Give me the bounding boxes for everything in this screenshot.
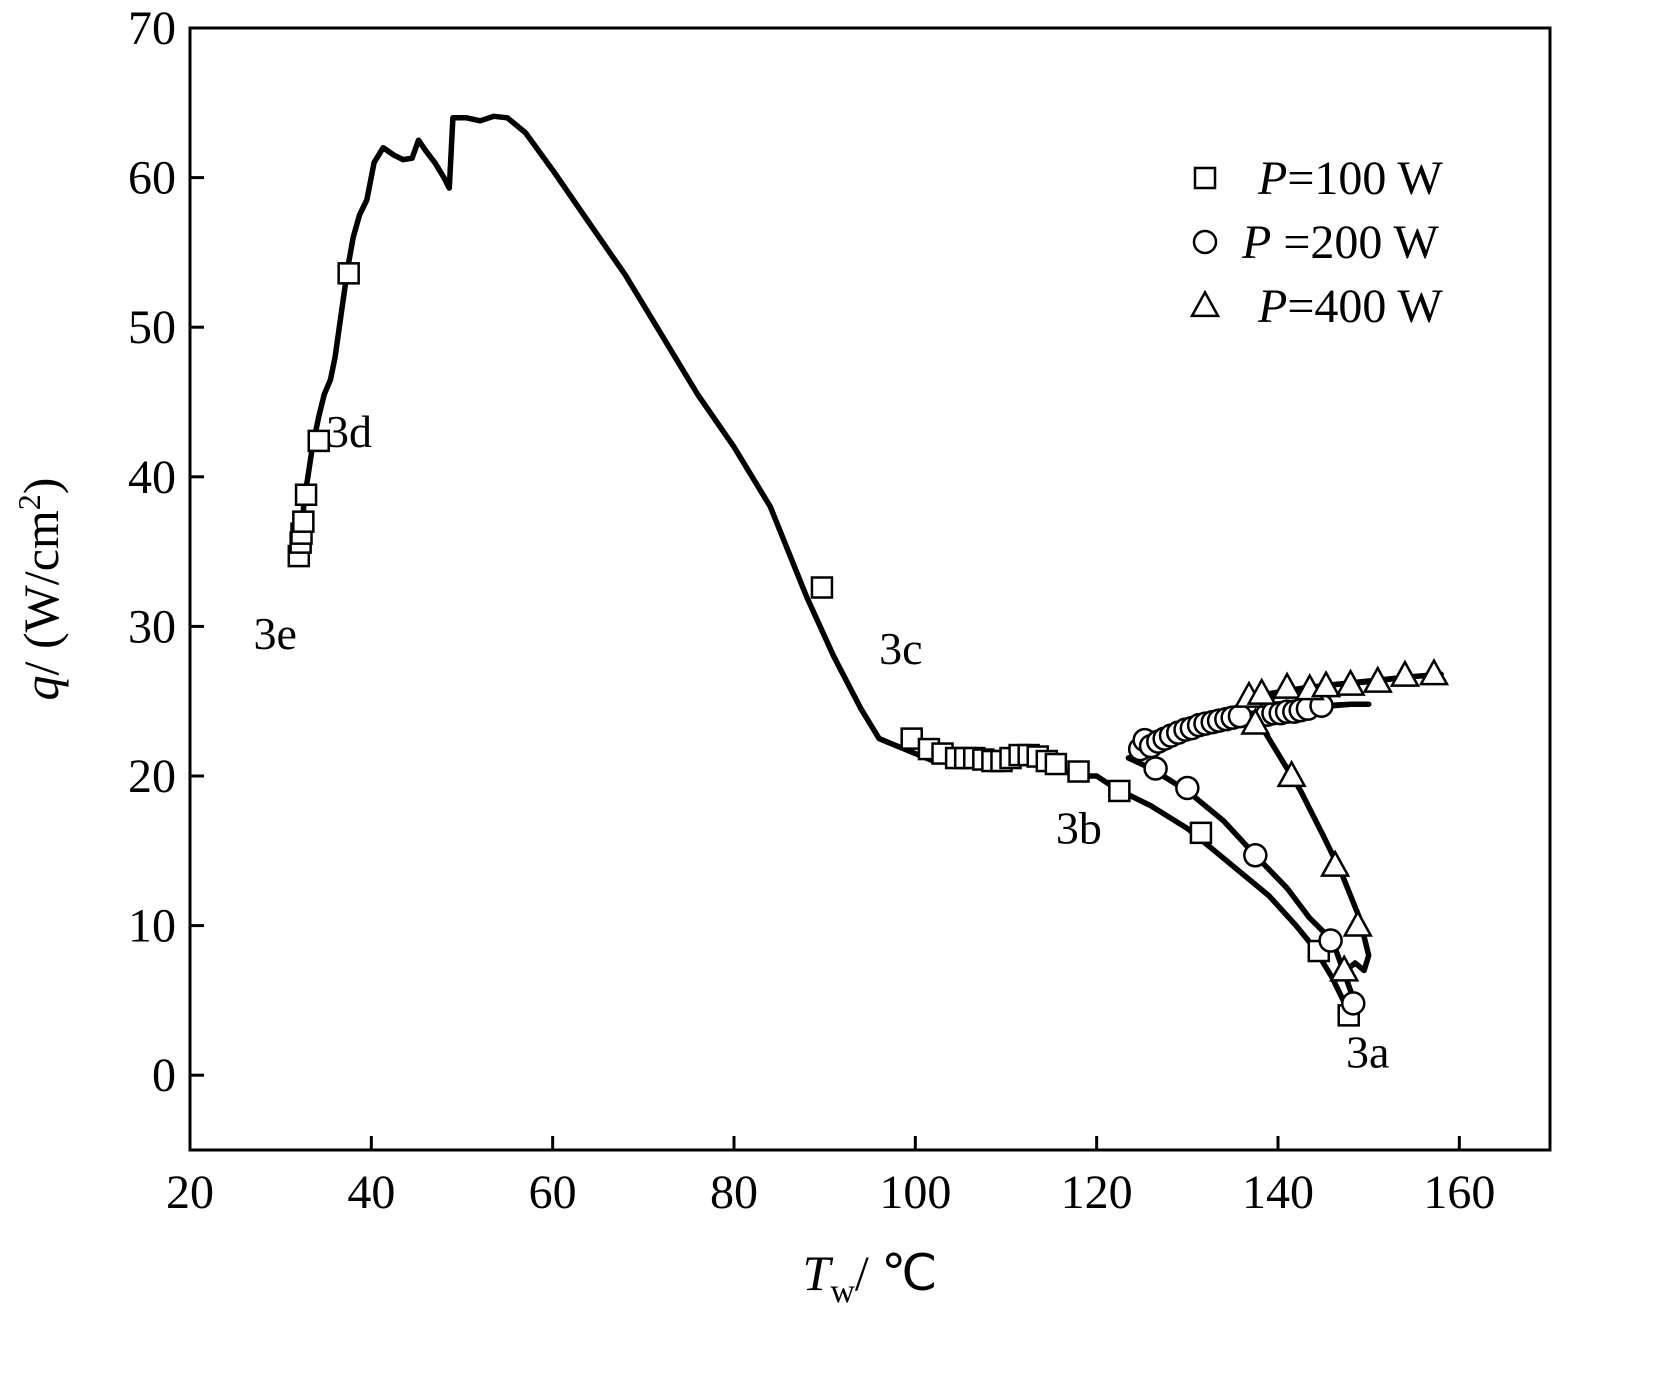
y-tick-label: 50	[128, 301, 176, 354]
series-markers	[287, 262, 1450, 1027]
legend-square-icon	[1193, 166, 1217, 190]
legend-item-200w: P =200 W	[1192, 216, 1440, 269]
legend: P=100 W P =200 W P=400 W	[1189, 152, 1444, 333]
y-tick-label: 10	[128, 900, 176, 953]
x-axis-subscript: w	[830, 1273, 855, 1310]
legend-item-100w: P=100 W	[1193, 152, 1444, 205]
y-axis-ticks: 0 10 20 30 40 50 60 70	[128, 2, 204, 1102]
data-point-square	[1108, 779, 1131, 803]
annotation-label: 3d	[326, 406, 372, 457]
data-point-circle	[1243, 843, 1268, 868]
x-tick-label: 160	[1423, 1166, 1495, 1219]
data-point-triangle	[1418, 658, 1450, 686]
data-point-circle	[1175, 775, 1200, 801]
x-axis-unit: / ℃	[855, 1245, 938, 1301]
y-axis-title: q/ (W/cm2)	[11, 478, 69, 701]
data-point-circle	[1341, 991, 1366, 1016]
y-tick-label: 40	[128, 451, 176, 504]
legend-marker-square	[1193, 166, 1217, 190]
data-point-square	[1067, 760, 1090, 783]
x-tick-label: 60	[529, 1166, 577, 1219]
data-point-triangle	[1320, 849, 1351, 877]
y-axis-unit: / (W/cm	[13, 510, 69, 675]
y-tick-label: 20	[128, 750, 176, 803]
data-point-square	[307, 429, 330, 453]
data-point-circle	[1318, 928, 1343, 953]
data-point-square	[1189, 821, 1213, 845]
y-tick-label: 0	[152, 1049, 176, 1102]
data-point-circle	[1143, 756, 1168, 781]
y-axis-superscript: 2	[11, 494, 47, 510]
x-axis-symbol: T	[803, 1245, 834, 1301]
x-tick-label: 120	[1061, 1166, 1133, 1219]
y-axis-close: )	[13, 478, 69, 495]
legend-label-200w: P =200 W	[1241, 216, 1440, 269]
data-point-triangle	[1335, 668, 1366, 696]
annotation-label: 3e	[253, 608, 296, 659]
annotation-label: 3a	[1346, 1027, 1389, 1078]
data-point-triangle	[1329, 954, 1360, 982]
data-point-square	[337, 262, 360, 285]
legend-circle-icon	[1192, 229, 1218, 255]
x-tick-label: 40	[347, 1166, 395, 1219]
data-point-triangle	[1389, 659, 1421, 687]
x-tick-label: 20	[166, 1166, 214, 1219]
data-point-square	[810, 576, 834, 599]
y-tick-label: 30	[128, 600, 176, 653]
data-point-triangle	[1362, 665, 1393, 693]
x-tick-label: 80	[710, 1166, 758, 1219]
data-point-triangle	[1271, 671, 1303, 699]
data-point-triangle	[1276, 759, 1307, 788]
y-tick-label: 60	[128, 152, 176, 205]
y-axis-symbol: q	[13, 675, 69, 700]
data-point-square	[1044, 752, 1068, 776]
x-axis-title: Tw/ ℃	[803, 1245, 938, 1310]
x-axis-ticks: 20 40 60 80 100 120 140 160	[166, 1136, 1495, 1219]
y-tick-label: 70	[128, 2, 176, 55]
data-point-triangle	[1240, 707, 1271, 735]
legend-marker-triangle	[1189, 289, 1221, 318]
plot-frame	[188, 26, 1552, 1152]
data-point-triangle	[1342, 909, 1373, 937]
data-point-triangle	[1246, 677, 1277, 705]
data-point-triangle	[1310, 670, 1342, 698]
annotation-label: 3b	[1056, 802, 1102, 853]
legend-marker-circle	[1192, 229, 1218, 255]
x-tick-label: 140	[1242, 1166, 1314, 1219]
legend-item-400w: P=400 W	[1189, 280, 1444, 333]
annotations: 3a 3b 3c 3d 3e	[253, 406, 1389, 1078]
legend-label-100w: P=100 W	[1257, 152, 1444, 205]
series-line	[296, 113, 1354, 1019]
legend-triangle-icon	[1189, 289, 1221, 318]
data-point-square	[292, 510, 315, 533]
x-tick-label: 100	[879, 1166, 951, 1219]
data-point-square	[294, 483, 318, 507]
legend-label-400w: P=400 W	[1257, 280, 1444, 333]
annotation-label: 3c	[879, 623, 922, 674]
